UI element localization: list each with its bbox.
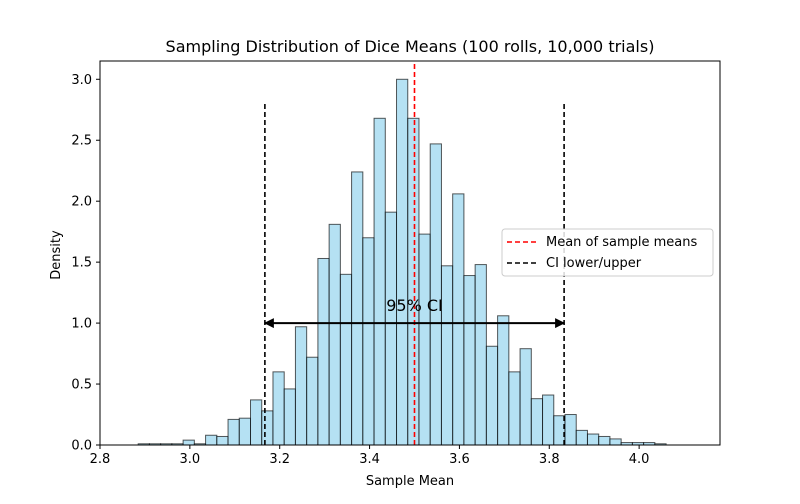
histogram-bar bbox=[542, 394, 555, 446]
histogram-bar bbox=[227, 418, 240, 446]
x-tick-label: 4.0 bbox=[629, 452, 650, 467]
chart-title: Sampling Distribution of Dice Means (100… bbox=[166, 37, 655, 56]
histogram-bar bbox=[250, 399, 263, 446]
x-axis-label: Sample Mean bbox=[366, 474, 454, 489]
histogram-bar bbox=[530, 398, 544, 446]
histogram-bar bbox=[317, 257, 330, 446]
histogram-bar bbox=[407, 117, 420, 446]
histogram-bar bbox=[272, 371, 285, 446]
x-tick-label: 3.6 bbox=[449, 452, 470, 467]
histogram-bar bbox=[339, 273, 353, 446]
histogram-bar bbox=[205, 434, 218, 446]
x-tick-label: 3.8 bbox=[539, 452, 560, 467]
legend-ci-label: CI lower/upper bbox=[546, 256, 642, 271]
y-axis-label: Density bbox=[49, 230, 64, 280]
histogram-bar bbox=[609, 438, 622, 446]
histogram-bar bbox=[564, 414, 577, 446]
y-axis: 0.0 0.5 1.0 1.5 2.0 2.5 3.0 bbox=[71, 73, 100, 454]
legend-mean-label: Mean of sample means bbox=[546, 235, 697, 250]
y-tick-label: 2.0 bbox=[71, 195, 92, 210]
ci-annotation-label: 95% CI bbox=[386, 296, 443, 315]
legend-box bbox=[501, 228, 714, 277]
histogram-bar bbox=[474, 264, 487, 446]
x-tick-label: 3.0 bbox=[180, 452, 201, 467]
histogram-bar bbox=[362, 237, 375, 446]
x-tick-label: 2.8 bbox=[90, 452, 111, 467]
histogram-bar bbox=[508, 371, 521, 446]
histogram-bar bbox=[283, 388, 296, 446]
histogram-bar bbox=[182, 439, 195, 446]
y-tick-label: 1.0 bbox=[71, 317, 92, 332]
histogram-bar bbox=[598, 435, 611, 446]
y-tick-label: 2.5 bbox=[71, 134, 92, 149]
histogram-bar bbox=[497, 315, 510, 446]
histogram-bar bbox=[452, 193, 465, 446]
x-tick-label: 3.4 bbox=[359, 452, 380, 467]
histogram-bar bbox=[306, 356, 319, 446]
histogram-bar bbox=[463, 275, 476, 446]
histogram-bar bbox=[418, 233, 431, 446]
x-tick-label: 3.2 bbox=[269, 452, 290, 467]
x-axis: 2.8 3.0 3.2 3.4 3.6 3.8 4.0 bbox=[90, 445, 650, 467]
y-tick-label: 0.0 bbox=[71, 439, 92, 454]
y-tick-label: 3.0 bbox=[71, 73, 92, 88]
histogram-bar bbox=[519, 348, 532, 446]
histogram-bar bbox=[396, 78, 409, 446]
histogram-bar bbox=[384, 211, 398, 446]
y-tick-label: 0.5 bbox=[71, 378, 92, 393]
plot-frame bbox=[99, 60, 721, 446]
histogram-bar bbox=[440, 265, 454, 446]
histogram-bar bbox=[485, 345, 499, 446]
histogram-bar bbox=[351, 171, 364, 446]
histogram-bar bbox=[238, 417, 252, 446]
y-tick-label: 1.5 bbox=[71, 256, 92, 271]
histogram-bar bbox=[373, 117, 386, 446]
histogram-bar bbox=[294, 326, 308, 446]
histogram-bar bbox=[261, 410, 274, 446]
histogram-bar bbox=[216, 435, 229, 446]
histogram-bar bbox=[429, 143, 442, 446]
legend: Mean of sample means CI lower/upper bbox=[501, 228, 714, 277]
ci-annotation: 95% CI bbox=[263, 296, 566, 329]
histogram-bar bbox=[586, 433, 600, 446]
histogram-bar bbox=[328, 223, 341, 446]
histogram-bar bbox=[575, 429, 588, 446]
